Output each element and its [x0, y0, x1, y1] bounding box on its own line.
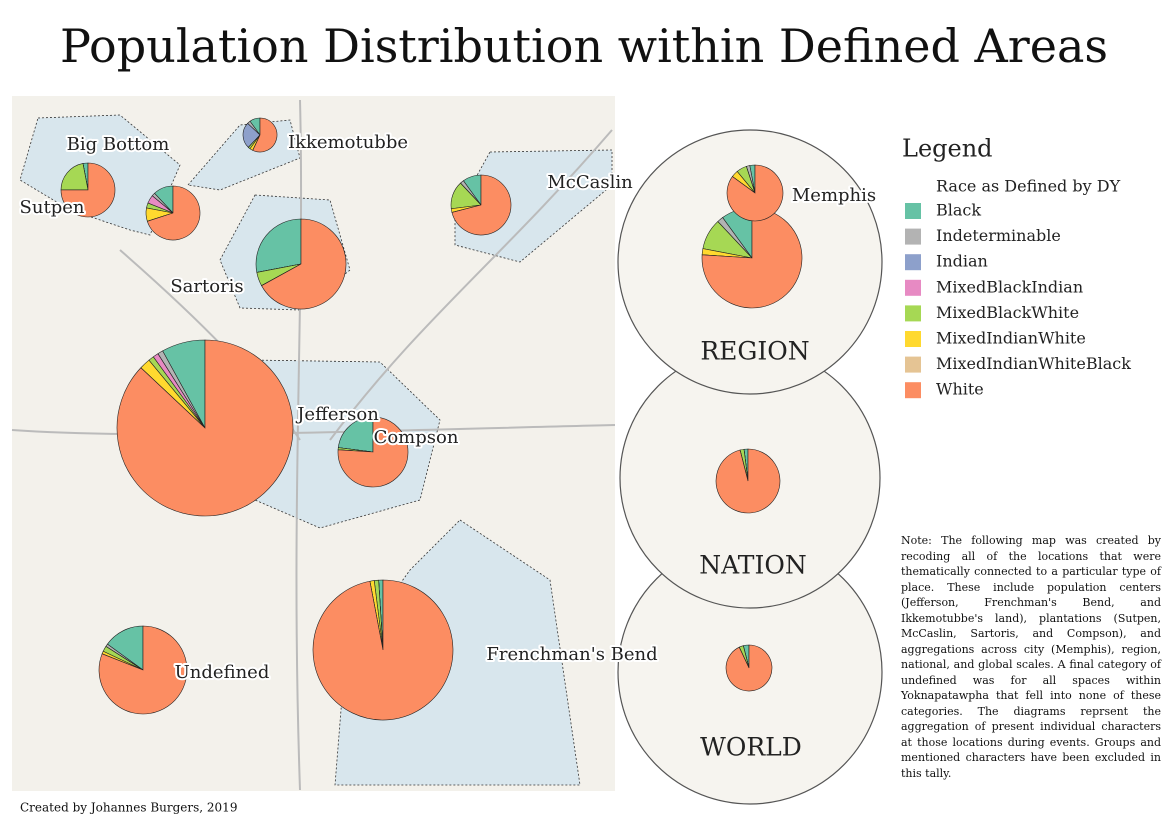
pie-slice [312, 579, 454, 721]
legend-label: MixedBlackWhite [936, 303, 1079, 322]
legend-label: MixedBlackIndian [936, 277, 1083, 296]
legend-label: Black [936, 201, 981, 220]
pie-slice [337, 416, 374, 453]
scale-label: NATION [699, 551, 806, 580]
pie-slice [337, 416, 409, 488]
legend-label: MixedIndianWhite [936, 329, 1086, 348]
note: Note: The following map was created by r… [901, 534, 1161, 780]
pie-slice [255, 218, 302, 273]
area-label: Ikkemotubbe [288, 132, 408, 153]
pie-slice [726, 164, 784, 222]
pie-slice [252, 117, 278, 153]
legend-label: Indian [936, 252, 988, 271]
area-label: Sartoris [170, 276, 243, 297]
area-label: Memphis [792, 185, 876, 206]
credit: Created by Johannes Burgers, 2019 [20, 801, 237, 815]
area-label: Compson [374, 427, 459, 448]
area-label: Big Bottom [67, 134, 170, 155]
title: Population Distribution within Defined A… [60, 19, 1108, 73]
pie-slice [261, 218, 347, 310]
pie-slice [451, 174, 512, 236]
pie-slice [725, 644, 773, 692]
scale-label: WORLD [700, 733, 802, 762]
pie-slice [116, 339, 294, 517]
pie-slice [98, 625, 188, 715]
scale-label: REGION [700, 337, 809, 366]
pie-slice [715, 448, 781, 514]
legend-swatch [905, 382, 921, 399]
legend-label: White [936, 380, 984, 399]
legend-swatch [905, 279, 921, 296]
legend-swatch [905, 331, 921, 347]
legend-swatch [905, 228, 921, 245]
legend-swatch [905, 305, 921, 322]
area-label: Sutpen [20, 197, 85, 218]
area-label: Jefferson [295, 404, 379, 425]
legend-label: MixedIndianWhiteBlack [936, 354, 1131, 373]
legend-swatch [905, 254, 921, 271]
area-label: McCaslin [547, 172, 633, 193]
area-label: Frenchman's Bend [486, 644, 657, 665]
pie-slice [701, 207, 803, 309]
area-label: Undefined [175, 662, 270, 683]
legend-title: Legend [902, 135, 993, 163]
pie-slice [60, 162, 116, 218]
pie-slice [146, 185, 201, 241]
legend-subtitle: Race as Defined by DY [936, 177, 1121, 196]
pie-slice [60, 163, 89, 191]
legend-swatch [905, 203, 921, 219]
legend-swatch [905, 356, 921, 373]
legend-label: Indeterminable [936, 226, 1061, 245]
